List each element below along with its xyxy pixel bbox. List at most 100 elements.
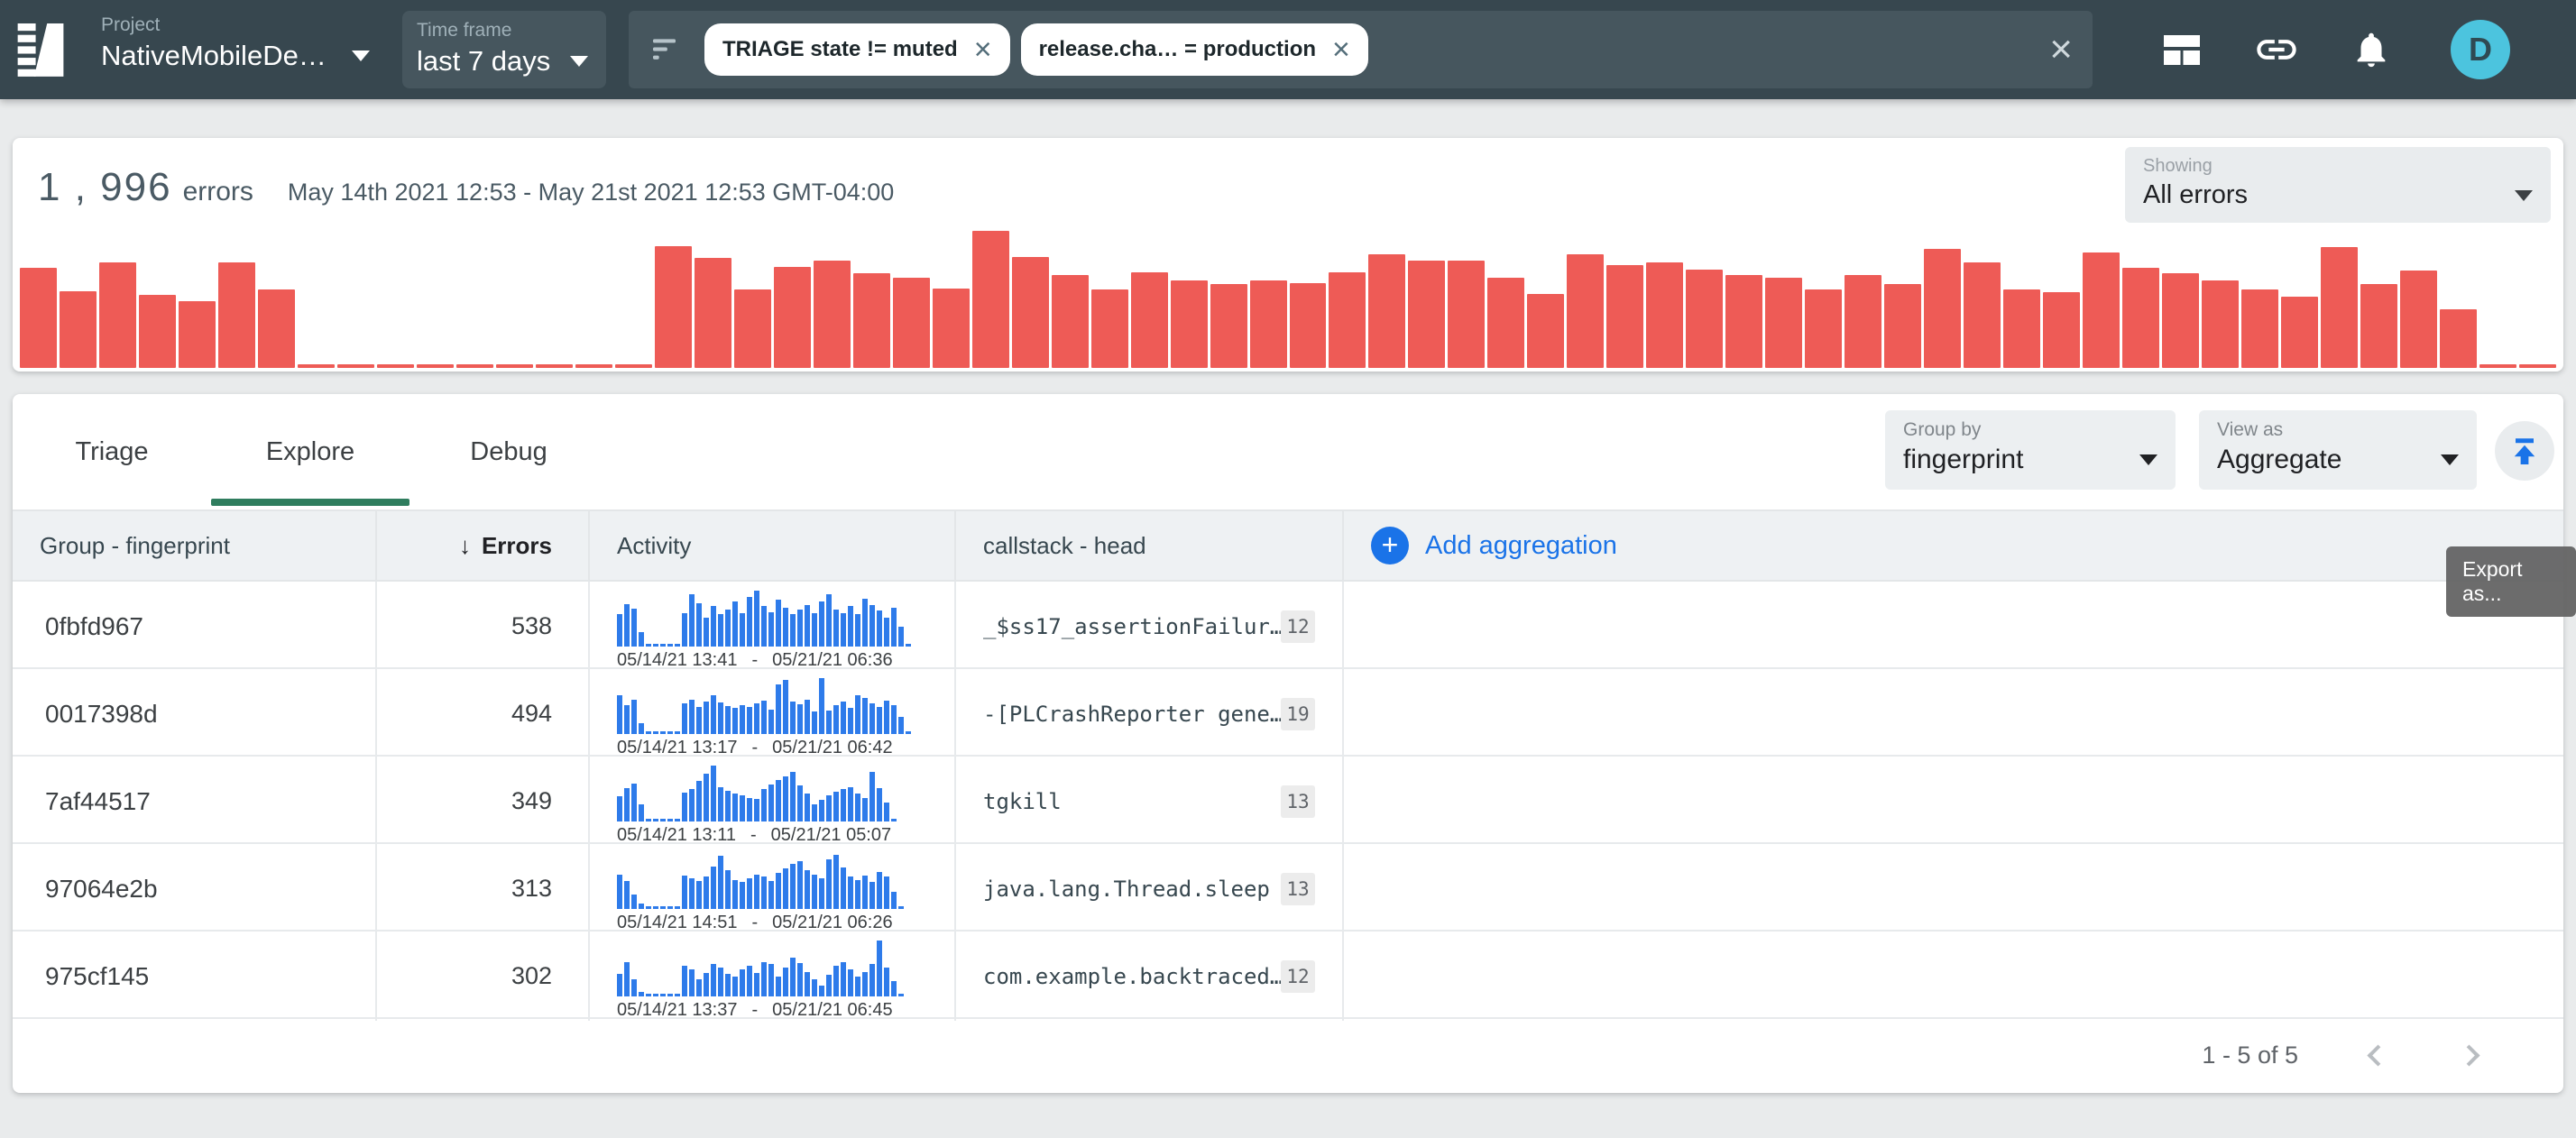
histogram-bar[interactable] <box>1051 275 1089 368</box>
sparkline-bar <box>877 788 882 821</box>
histogram-bar[interactable] <box>1527 294 1565 368</box>
histogram-bar[interactable] <box>297 364 335 368</box>
next-page-button[interactable] <box>2458 1043 2480 1067</box>
histogram-bar[interactable] <box>614 364 652 368</box>
histogram-bar[interactable] <box>694 258 731 368</box>
histogram-bar[interactable] <box>932 289 970 368</box>
backtrace-logo[interactable] <box>14 16 67 83</box>
histogram-bar[interactable] <box>1090 289 1128 368</box>
histogram-bar[interactable] <box>1408 261 1446 368</box>
histogram-bar[interactable] <box>257 289 295 368</box>
histogram-bar[interactable] <box>892 278 930 368</box>
histogram-bar[interactable] <box>495 364 533 368</box>
column-header-fingerprint[interactable]: Group - fingerprint <box>13 511 377 580</box>
histogram-bar[interactable] <box>416 364 454 368</box>
remove-filter-icon[interactable]: × <box>973 32 992 67</box>
tab-explore[interactable]: Explore <box>211 394 409 509</box>
histogram-bar[interactable] <box>535 364 573 368</box>
histogram-bar[interactable] <box>1725 275 1763 368</box>
table-row[interactable]: 975cf145 302 05/14/21 13:37-05/21/21 06:45… <box>13 932 2563 1021</box>
histogram-bar[interactable] <box>2519 364 2556 368</box>
histogram-bar[interactable] <box>1765 278 1803 368</box>
histogram-bar[interactable] <box>217 262 255 368</box>
sparkline-bar <box>711 606 716 647</box>
showing-selector[interactable]: Showing All errors <box>2125 147 2551 223</box>
histogram-bar[interactable] <box>178 301 216 368</box>
table-row[interactable]: 0fbfd967 538 05/14/21 13:41-05/21/21 06:36… <box>13 582 2563 671</box>
histogram-bar[interactable] <box>575 364 612 368</box>
filter-chip[interactable]: release.cha… = production × <box>1020 23 1368 76</box>
histogram-bar[interactable] <box>1964 262 2001 368</box>
tab-debug[interactable]: Debug <box>409 394 608 509</box>
view-as-selector[interactable]: View as Aggregate <box>2199 410 2477 490</box>
histogram-bar[interactable] <box>1686 270 1724 368</box>
dashboards-button[interactable] <box>2160 0 2203 99</box>
histogram-bar[interactable] <box>2202 280 2240 368</box>
histogram-bar[interactable] <box>654 246 692 368</box>
histogram-bar[interactable] <box>971 231 1009 368</box>
remove-filter-icon[interactable]: × <box>1332 32 1350 67</box>
histogram-bar[interactable] <box>1329 272 1366 368</box>
histogram-bar[interactable] <box>1448 261 1486 368</box>
histogram-bar[interactable] <box>455 364 493 368</box>
column-header-callstack[interactable]: callstack - head <box>956 511 1344 580</box>
histogram-bar[interactable] <box>376 364 414 368</box>
histogram-bar[interactable] <box>2043 292 2081 368</box>
avatar[interactable]: D <box>2451 20 2510 79</box>
histogram-bar[interactable] <box>1567 254 1605 368</box>
histogram-bar[interactable] <box>1368 254 1406 368</box>
table-row[interactable]: 0017398d 494 05/14/21 13:17-05/21/21 06:42… <box>13 669 2563 758</box>
table-row[interactable]: 7af44517 349 05/14/21 13:11-05/21/21 05:07… <box>13 757 2563 846</box>
tab-triage[interactable]: Triage <box>13 394 211 509</box>
column-header-activity[interactable]: Activity <box>590 511 956 580</box>
histogram-bar[interactable] <box>1170 280 1208 368</box>
filter-bar[interactable]: TRIAGE state != muted × release.cha… = pro… <box>629 11 2093 88</box>
add-aggregation-button[interactable]: + Add aggregation <box>1344 511 2563 580</box>
histogram-bar[interactable] <box>2400 271 2438 368</box>
previous-page-button[interactable] <box>2367 1043 2389 1067</box>
sparkline-bar <box>682 966 687 996</box>
histogram-bar[interactable] <box>2479 364 2517 368</box>
share-link-button[interactable] <box>2253 0 2300 99</box>
histogram-bar[interactable] <box>1924 249 1962 368</box>
histogram-bar[interactable] <box>1011 257 1049 368</box>
notifications-button[interactable] <box>2351 0 2392 99</box>
histogram-bar[interactable] <box>733 289 771 368</box>
filter-chip[interactable]: TRIAGE state != muted × <box>704 23 1010 76</box>
histogram-bar[interactable] <box>2321 247 2359 368</box>
histogram-bar[interactable] <box>2003 289 2041 368</box>
histogram-bar[interactable] <box>1845 275 1882 368</box>
histogram-bar[interactable] <box>1646 262 1684 368</box>
column-header-errors[interactable]: ↓ Errors <box>377 511 590 580</box>
histogram-bar[interactable] <box>1606 265 1644 368</box>
histogram-bar[interactable] <box>813 261 851 368</box>
histogram-bar[interactable] <box>1487 278 1525 368</box>
histogram-bar[interactable] <box>2281 297 2319 368</box>
export-button[interactable] <box>2495 421 2554 481</box>
histogram-bar[interactable] <box>1210 284 1247 368</box>
histogram-bar[interactable] <box>2440 309 2478 368</box>
histogram-bar[interactable] <box>2241 289 2279 368</box>
histogram-bar[interactable] <box>773 267 811 368</box>
timeframe-selector[interactable]: Time frame last 7 days <box>402 11 606 88</box>
histogram-bar[interactable] <box>1884 284 1922 368</box>
histogram-bar[interactable] <box>20 268 57 368</box>
histogram-bar[interactable] <box>2083 252 2121 368</box>
histogram-bar[interactable] <box>2162 273 2200 368</box>
histogram-bar[interactable] <box>1249 280 1287 368</box>
histogram-bar[interactable] <box>59 291 97 368</box>
group-by-selector[interactable]: Group by fingerprint <box>1885 410 2176 490</box>
histogram-bar[interactable] <box>1130 272 1168 368</box>
histogram-bar[interactable] <box>138 295 176 368</box>
clear-filters-button[interactable]: × <box>2049 27 2073 71</box>
histogram-bar[interactable] <box>98 262 136 368</box>
histogram-bar[interactable] <box>2122 268 2160 368</box>
histogram-bar[interactable] <box>852 273 890 368</box>
table-row[interactable]: 97064e2b 313 05/14/21 14:51-05/21/21 06:26… <box>13 844 2563 933</box>
histogram-bar[interactable] <box>1289 283 1327 368</box>
histogram-bar[interactable] <box>1805 289 1843 368</box>
histogram-bar[interactable] <box>336 364 374 368</box>
project-selector[interactable]: Project NativeMobileDe… <box>101 14 370 72</box>
histogram-bar[interactable] <box>2360 284 2398 368</box>
callstack-head: -[PLCrashReporter gene… <box>983 701 1283 727</box>
